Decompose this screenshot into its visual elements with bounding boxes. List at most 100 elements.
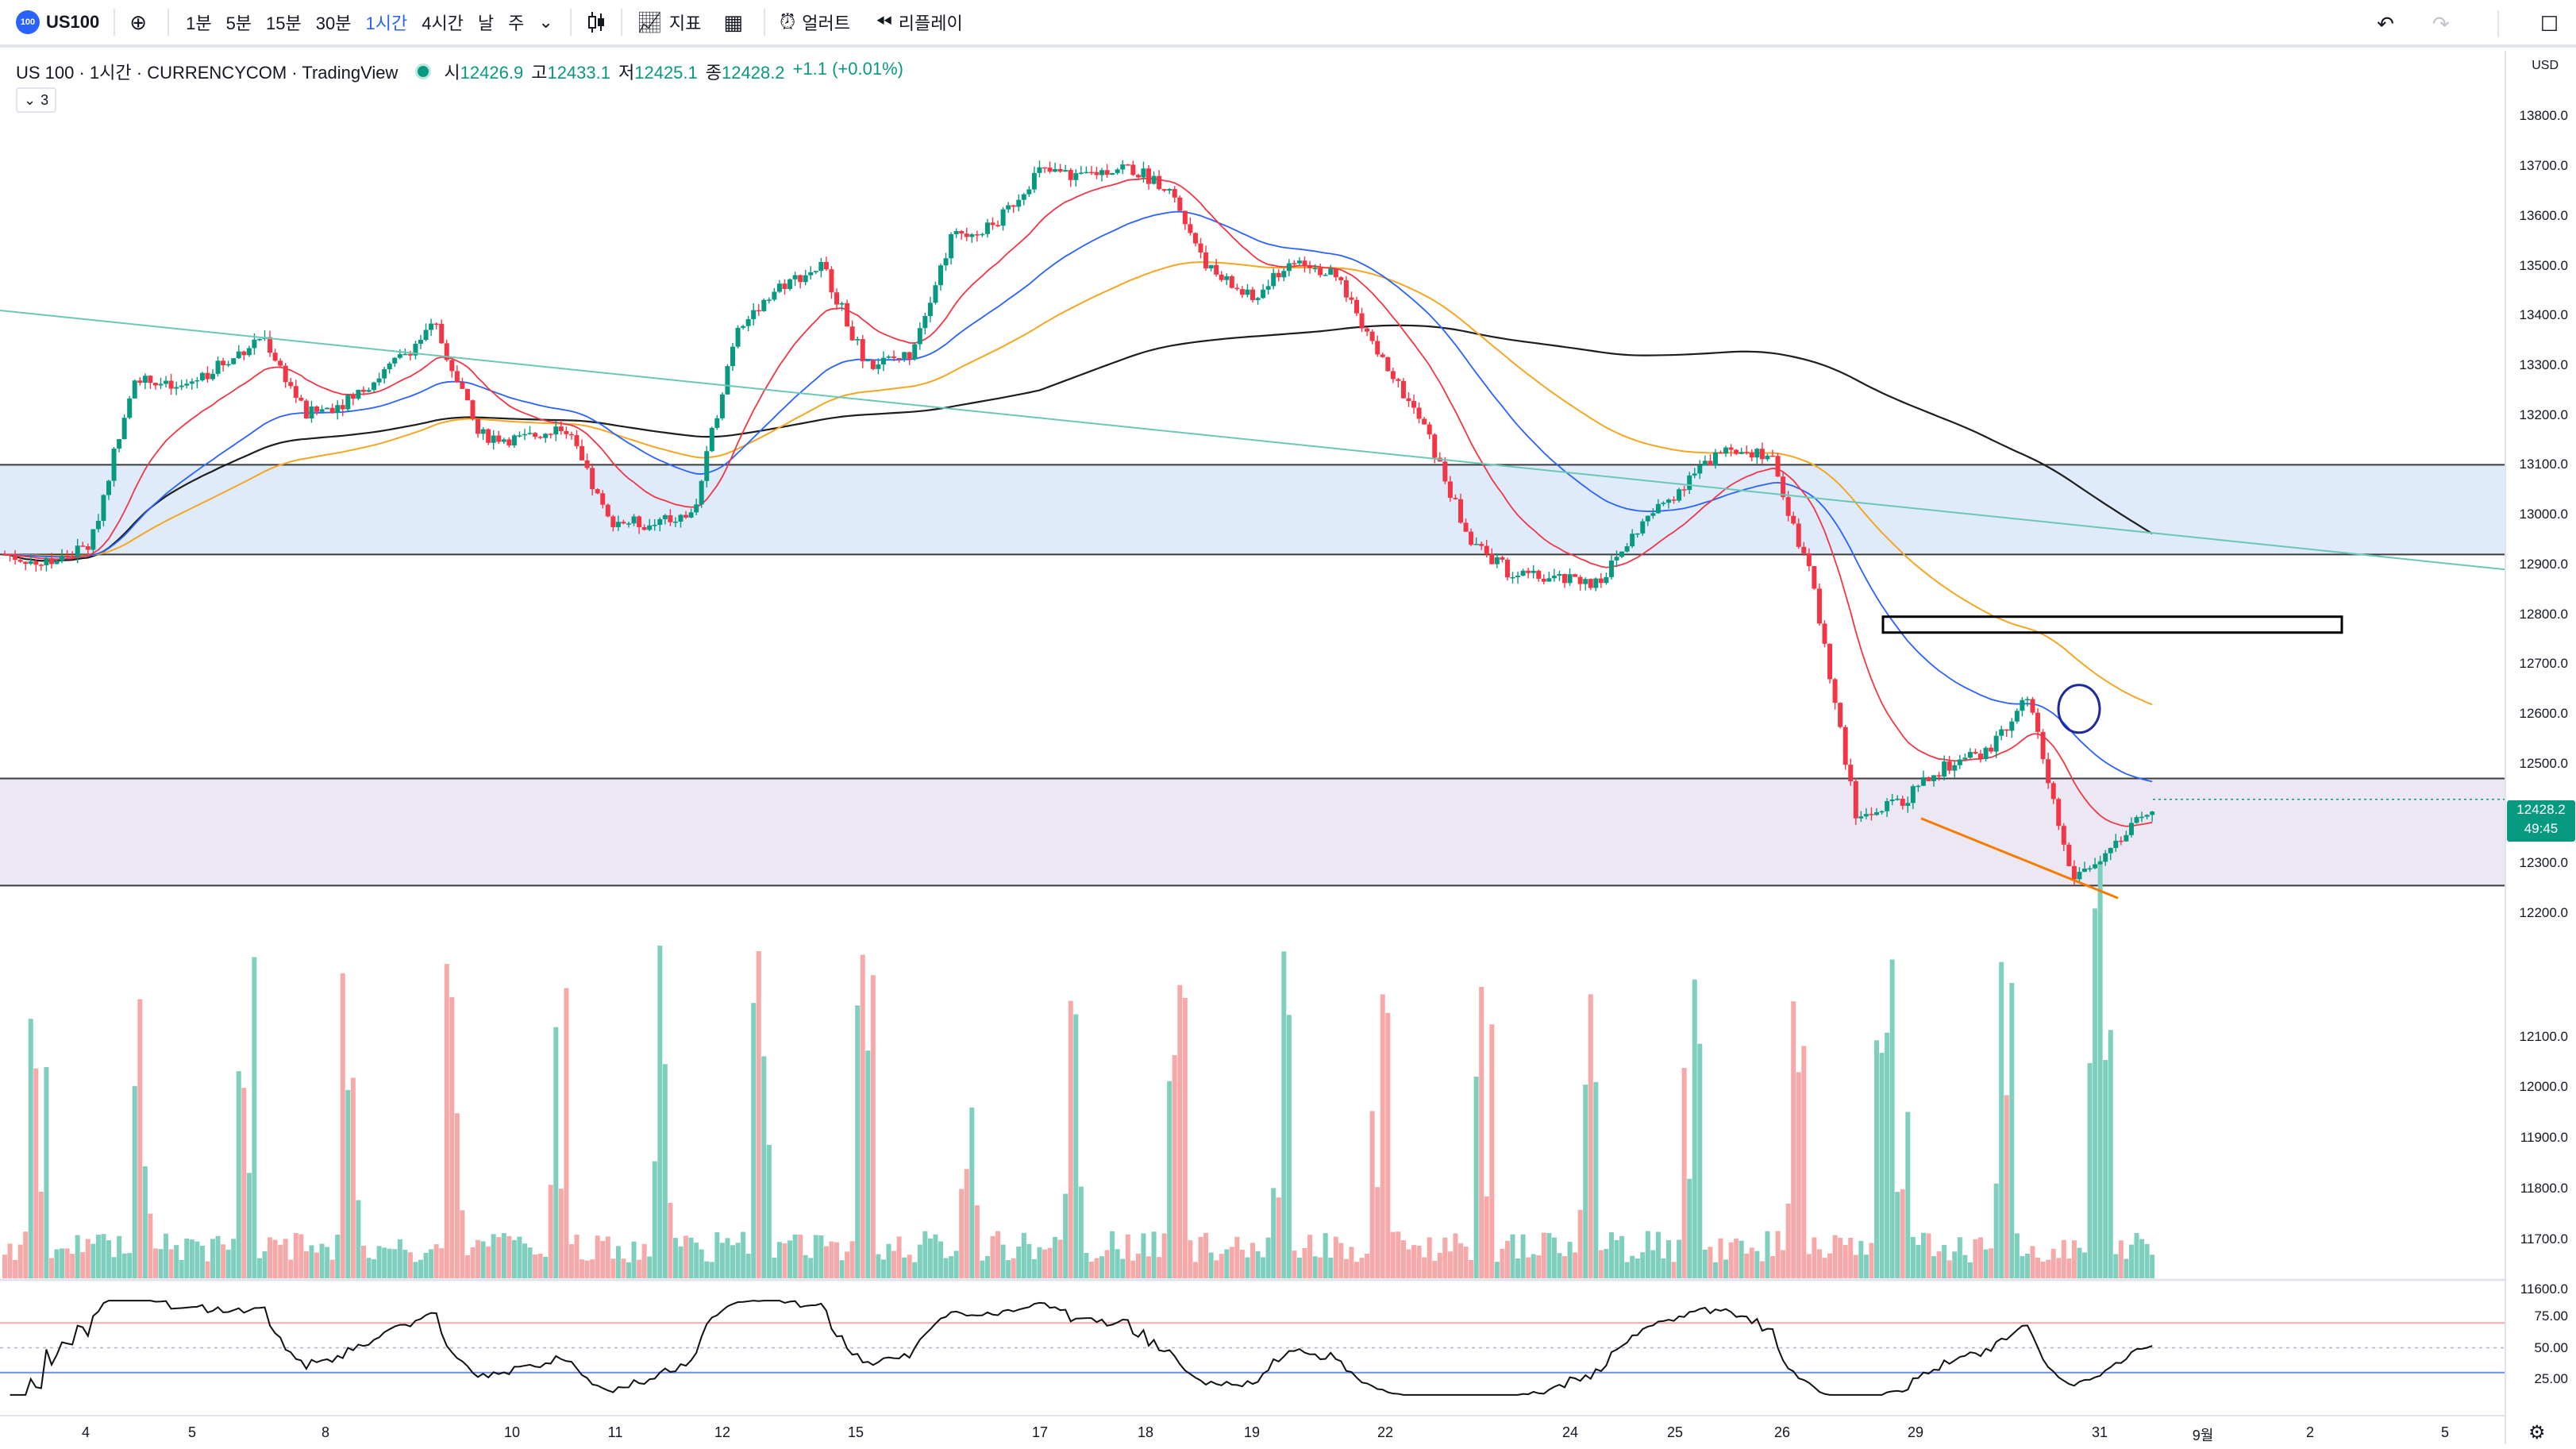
candle-body xyxy=(1708,461,1713,466)
volume-bar xyxy=(1031,1258,1037,1278)
price-tick-label: 12800.0 xyxy=(2519,606,2568,622)
candle-body xyxy=(1806,553,1812,566)
candle-body xyxy=(1198,243,1203,252)
volume-bar xyxy=(1812,1237,1817,1278)
candle-body xyxy=(387,363,392,370)
candle-body xyxy=(1182,210,1188,225)
candle-body xyxy=(2061,826,2066,845)
volume-bar xyxy=(194,1241,200,1278)
volume-bar xyxy=(1504,1240,1510,1278)
volume-bar xyxy=(1000,1244,1006,1278)
candle-body xyxy=(1000,209,1006,226)
volume-bar xyxy=(1094,1258,1099,1278)
chart-type-button[interactable] xyxy=(581,0,611,46)
candle-body xyxy=(1333,268,1338,278)
candle-body xyxy=(1885,801,1890,811)
volume-bar xyxy=(44,1066,49,1278)
volume-bar xyxy=(813,1235,818,1278)
volume-bar xyxy=(1088,1262,1094,1278)
volume-bar xyxy=(1099,1256,1105,1278)
volume-bar xyxy=(1718,1238,1723,1278)
volume-bar xyxy=(1151,1231,1157,1278)
candle-body xyxy=(1838,703,1843,727)
volume-bar xyxy=(225,1249,231,1278)
price-tick-label: 13700.0 xyxy=(2519,158,2568,174)
volume-bar xyxy=(423,1252,429,1278)
volume-bar xyxy=(1006,1259,1011,1278)
toolbar-divider xyxy=(620,9,622,36)
add-symbol-button[interactable]: ⊕ xyxy=(125,0,158,46)
replay-button[interactable]: ⏪︎ 리플레이 xyxy=(871,0,968,46)
candle-body xyxy=(1296,260,1302,264)
volume-bar xyxy=(288,1259,294,1278)
candle-body xyxy=(1858,816,1864,819)
currency-label[interactable]: USD xyxy=(2532,59,2559,72)
candle-body xyxy=(1385,356,1391,372)
open-label: 시 xyxy=(444,63,460,83)
market-status-icon xyxy=(415,64,432,79)
price-axis[interactable]: USD 13800.0 13700.0 13600.0 13500.0 13400.0 1… xyxy=(2505,51,2576,1444)
interval-5m-button[interactable]: 5분 xyxy=(225,13,252,33)
candle-body xyxy=(1728,447,1734,450)
price-tick-label: 13000.0 xyxy=(2519,507,2568,522)
volume-bar xyxy=(1177,985,1183,1278)
volume-bar xyxy=(2134,1232,2139,1278)
candle-body xyxy=(517,435,522,437)
fullscreen-icon[interactable]: ☐ xyxy=(2539,11,2559,36)
interval-dropdown-button[interactable]: ⌄ xyxy=(531,12,560,33)
interval-15m-button[interactable]: 15분 xyxy=(266,13,302,33)
gear-icon[interactable]: ⚙ xyxy=(2528,1422,2546,1443)
candle-body xyxy=(168,380,174,389)
volume-bar xyxy=(1557,1253,1562,1278)
volume-bar xyxy=(2040,1261,2046,1278)
volume-bar xyxy=(2035,1258,2041,1278)
candle-body xyxy=(2004,729,2009,731)
candle-body xyxy=(506,439,512,446)
volume-bar xyxy=(741,1231,746,1278)
templates-button[interactable]: ▦ xyxy=(718,0,754,46)
volume-bar xyxy=(1624,1262,1630,1278)
candle-body xyxy=(454,371,460,383)
volume-bar xyxy=(2087,1062,2093,1278)
interval-week-button[interactable]: 주 xyxy=(508,13,525,33)
interval-1h-button[interactable]: 1시간 xyxy=(365,13,408,33)
indicators-collapse-button[interactable]: ⌄ 3 xyxy=(16,87,57,113)
candle-body xyxy=(818,261,824,272)
symbol-search-button[interactable]: 100 US100 xyxy=(0,0,104,46)
volume-bar xyxy=(1286,1015,1292,1278)
volume-bar xyxy=(1677,1239,1682,1278)
volume-bar xyxy=(486,1246,491,1278)
candle-body xyxy=(1666,499,1671,503)
volume-bar xyxy=(564,988,569,1278)
candle-body xyxy=(980,233,985,236)
sma-200-line xyxy=(4,324,2153,562)
undo-icon[interactable]: ↶ xyxy=(2377,11,2394,36)
interval-1m-button[interactable]: 1분 xyxy=(186,13,212,33)
volume-bar xyxy=(2118,1240,2124,1278)
interval-4h-button[interactable]: 4시간 xyxy=(422,13,464,33)
candle-body xyxy=(350,395,356,399)
candle-body xyxy=(1598,578,1604,584)
volume-bar xyxy=(1916,1244,1921,1278)
volume-bar xyxy=(1723,1259,1729,1278)
time-axis[interactable]: 4 5 8 10 11 12 15 17 18 19 22 24 25 26 29 31 9월 2 5 xyxy=(0,1415,2505,1449)
volume-bar xyxy=(533,1254,538,1278)
volume-bar xyxy=(1869,1243,1874,1278)
volume-bar xyxy=(1453,1233,1458,1278)
candle-body xyxy=(949,234,954,259)
price-chart[interactable] xyxy=(0,0,2505,1415)
candle-body xyxy=(335,405,341,413)
candle-body xyxy=(2050,783,2056,800)
interval-30m-button[interactable]: 30분 xyxy=(315,13,352,33)
candle-body xyxy=(1359,313,1365,329)
alert-button[interactable]: ⏰︎ 얼러트 xyxy=(775,0,855,46)
indicators-button[interactable]: 📈︎ 지표 xyxy=(632,0,707,46)
candle-body xyxy=(397,354,402,358)
candle-body xyxy=(511,435,517,446)
candle-body xyxy=(1531,570,1536,573)
interval-day-button[interactable]: 날 xyxy=(477,13,495,33)
redo-icon[interactable]: ↷ xyxy=(2432,11,2450,36)
symbol-title[interactable]: US 100 · 1시간 · CURRENCYCOM · TradingView xyxy=(16,63,399,83)
candle-body xyxy=(568,434,574,436)
volume-bar xyxy=(1208,1252,1214,1278)
